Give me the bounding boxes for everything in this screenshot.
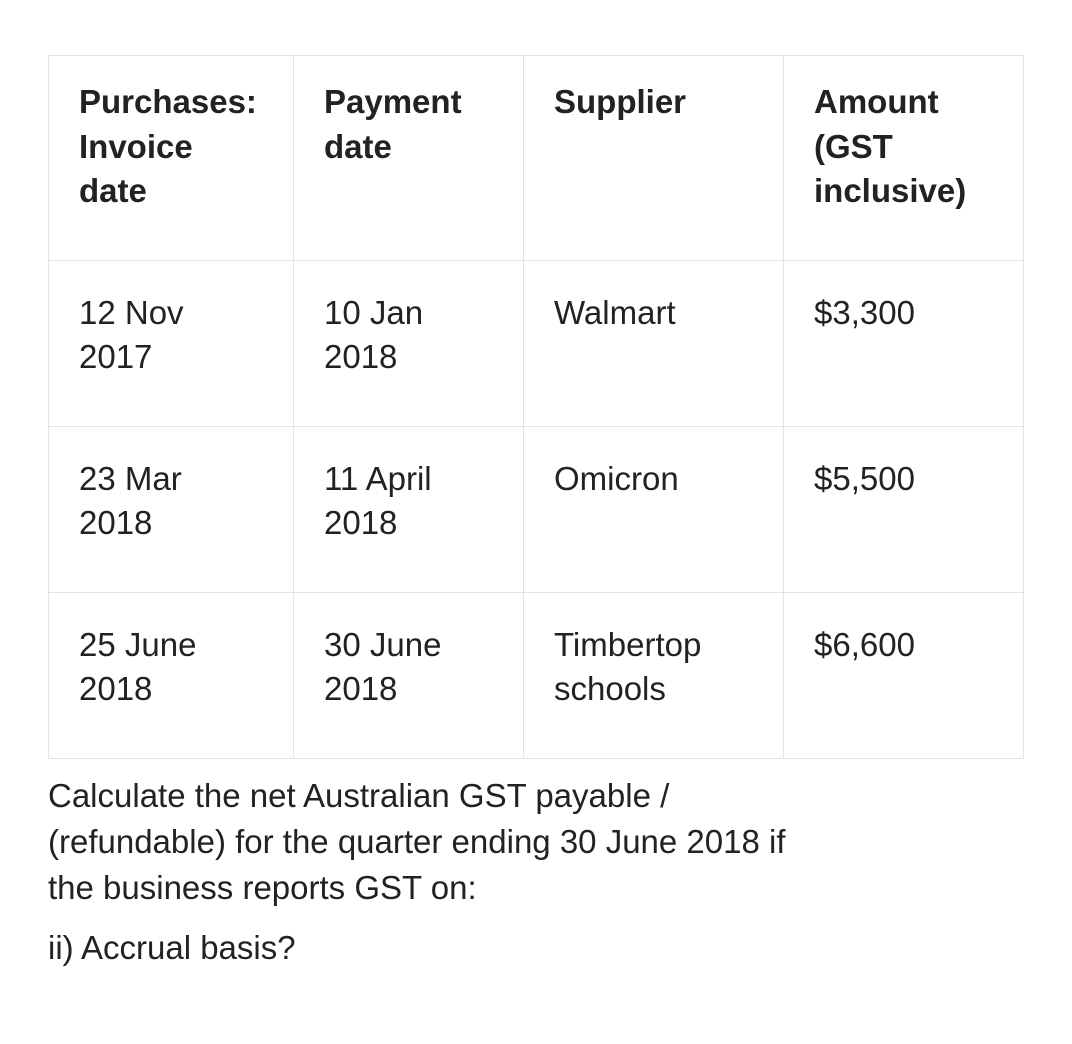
cell-payment-date: 11 April 2018	[294, 426, 524, 592]
cell-invoice-date: 23 Mar 2018	[49, 426, 294, 592]
question-main: Calculate the net Australian GST payable…	[48, 773, 828, 912]
cell-amount: $3,300	[784, 260, 1024, 426]
table-row: 23 Mar 2018 11 April 2018 Omicron $5,500	[49, 426, 1024, 592]
cell-supplier: Omicron	[524, 426, 784, 592]
cell-amount: $5,500	[784, 426, 1024, 592]
table-row: 12 Nov 2017 10 Jan 2018 Walmart $3,300	[49, 260, 1024, 426]
table-row: 25 June 2018 30 June 2018 Timbertop scho…	[49, 592, 1024, 758]
col-header-amount: Amount (GST inclusive)	[784, 56, 1024, 261]
cell-payment-date: 10 Jan 2018	[294, 260, 524, 426]
question-sub: ii) Accrual basis?	[48, 925, 1024, 971]
cell-invoice-date: 12 Nov 2017	[49, 260, 294, 426]
col-header-payment-date: Payment date	[294, 56, 524, 261]
col-header-supplier: Supplier	[524, 56, 784, 261]
cell-supplier: Timbertop schools	[524, 592, 784, 758]
purchases-table: Purchases: Invoice date Payment date Sup…	[48, 55, 1024, 759]
cell-payment-date: 30 June 2018	[294, 592, 524, 758]
cell-amount: $6,600	[784, 592, 1024, 758]
cell-invoice-date: 25 June 2018	[49, 592, 294, 758]
cell-supplier: Walmart	[524, 260, 784, 426]
table-header-row: Purchases: Invoice date Payment date Sup…	[49, 56, 1024, 261]
col-header-invoice-date: Purchases: Invoice date	[49, 56, 294, 261]
